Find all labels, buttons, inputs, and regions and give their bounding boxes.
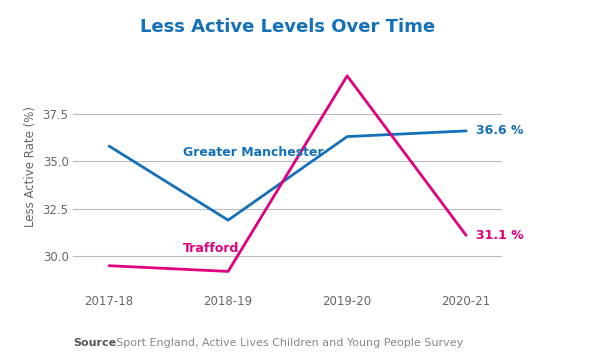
Title: Less Active Levels Over Time: Less Active Levels Over Time <box>140 19 435 36</box>
Text: 31.1 %: 31.1 % <box>476 229 523 242</box>
Text: 36.6 %: 36.6 % <box>476 125 523 138</box>
Text: Source: Source <box>73 338 116 348</box>
Text: Greater Manchester: Greater Manchester <box>183 146 324 159</box>
Y-axis label: Less Active Rate (%): Less Active Rate (%) <box>24 106 37 228</box>
Text: Trafford: Trafford <box>183 242 239 255</box>
Text: : Sport England, Active Lives Children and Young People Survey: : Sport England, Active Lives Children a… <box>109 338 463 348</box>
